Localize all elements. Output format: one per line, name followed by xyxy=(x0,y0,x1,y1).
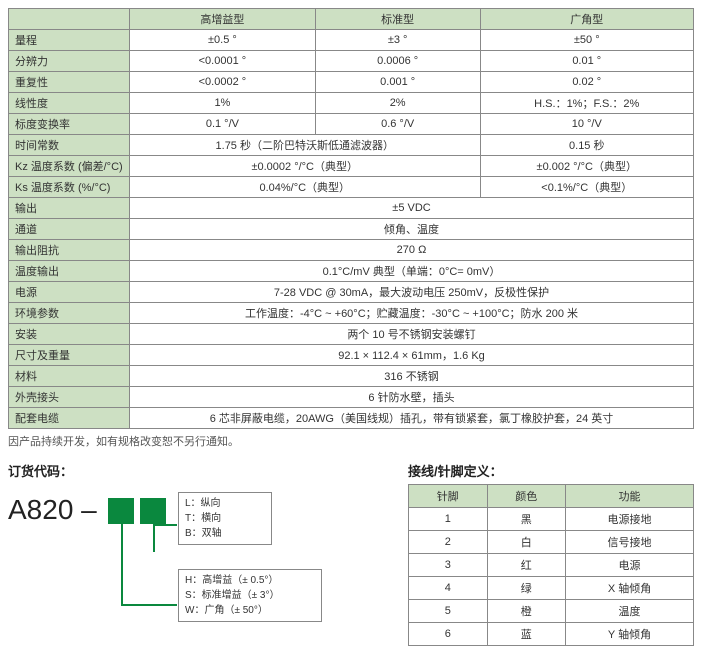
spec-row-label: 重复性 xyxy=(9,72,130,93)
pin-cell: 3 xyxy=(409,554,488,577)
spec-cell: 0.01 ° xyxy=(480,51,694,72)
spec-cell: 0.1 °/V xyxy=(130,114,316,135)
spec-row-label: 安装 xyxy=(9,324,130,345)
pin-cell: 信号接地 xyxy=(566,531,694,554)
spec-row-label: 尺寸及重量 xyxy=(9,345,130,366)
spec-cell: <0.1%/°C（典型） xyxy=(480,177,694,198)
spec-cell: 6 针防水壁，插头 xyxy=(130,387,694,408)
spec-cell: ±5 VDC xyxy=(130,198,694,219)
pin-title: 接线/针脚定义： xyxy=(408,461,694,480)
spec-row-label: 环境参数 xyxy=(9,303,130,324)
spec-row-label: Ks 温度系数 (%/°C) xyxy=(9,177,130,198)
legend2-1: S：标准增益（± 3°） xyxy=(185,588,315,603)
spec-row-label: 线性度 xyxy=(9,93,130,114)
spec-cell: ±50 ° xyxy=(480,30,694,51)
spec-cell: 0.02 ° xyxy=(480,72,694,93)
spec-cell: 0.0006 ° xyxy=(315,51,480,72)
spec-cell: 工作温度：-4°C ~ +60°C；贮藏温度：-30°C ~ +100°C；防水… xyxy=(130,303,694,324)
pin-cell: 电源 xyxy=(566,554,694,577)
spec-row-label: 材料 xyxy=(9,366,130,387)
spec-row-label: 通道 xyxy=(9,219,130,240)
pin-cell: 4 xyxy=(409,577,488,600)
pin-cell: 蓝 xyxy=(487,623,566,646)
legend2-2: W：广角（± 50°） xyxy=(185,603,315,618)
spec-cell: 92.1 × 112.4 × 61mm，1.6 Kg xyxy=(130,345,694,366)
pin-header-1: 颜色 xyxy=(487,485,566,508)
spec-header-2: 标准型 xyxy=(315,9,480,30)
spec-note: 因产品持续开发，如有规格改变恕不另行通知。 xyxy=(8,433,694,449)
spec-row-label: 分辨力 xyxy=(9,51,130,72)
spec-cell: 0.1°C/mV 典型（单端：0°C= 0mV） xyxy=(130,261,694,282)
spec-cell: 7-28 VDC @ 30mA，最大波动电压 250mV，反极性保护 xyxy=(130,282,694,303)
pin-cell: 2 xyxy=(409,531,488,554)
pin-cell: 红 xyxy=(487,554,566,577)
spec-cell: ±0.5 ° xyxy=(130,30,316,51)
order-title: 订货代码： xyxy=(8,461,388,480)
spec-header-blank xyxy=(9,9,130,30)
spec-header-3: 广角型 xyxy=(480,9,694,30)
pin-cell: 温度 xyxy=(566,600,694,623)
spec-row-label: 标度变换率 xyxy=(9,114,130,135)
spec-row-label: 输出阻抗 xyxy=(9,240,130,261)
spec-row-label: 量程 xyxy=(9,30,130,51)
spec-row-label: 输出 xyxy=(9,198,130,219)
pin-cell: 绿 xyxy=(487,577,566,600)
spec-cell: 2% xyxy=(315,93,480,114)
spec-row-label: 时间常数 xyxy=(9,135,130,156)
pin-cell: 白 xyxy=(487,531,566,554)
spec-cell: 1% xyxy=(130,93,316,114)
order-diagram: A820 – L：纵向 T：横向 B：双轴 H：高增益（± 0.5°） S：标准… xyxy=(8,484,388,634)
spec-cell: H.S.：1%；F.S.：2% xyxy=(480,93,694,114)
spec-table: 高增益型 标准型 广角型 量程±0.5 °±3 °±50 ° 分辨力<0.0001… xyxy=(8,8,694,429)
pin-cell: 橙 xyxy=(487,600,566,623)
spec-cell: 1.75 秒（二阶巴特沃斯低通滤波器） xyxy=(130,135,481,156)
placeholder-box-1 xyxy=(108,498,134,524)
legend1-0: L：纵向 xyxy=(185,496,265,511)
pin-table: 针脚 颜色 功能 1黑电源接地 2白信号接地 3红电源 4绿X 轴倾角 5橙温度 6蓝Y … xyxy=(408,484,694,646)
spec-row-label: 配套电缆 xyxy=(9,408,130,429)
order-code: A820 – xyxy=(8,494,97,526)
spec-cell: 6 芯非屏蔽电缆，20AWG（美国线规）插孔，带有锁紧套，氯丁橡胶护套，24 英… xyxy=(130,408,694,429)
pin-cell: 黑 xyxy=(487,508,566,531)
spec-cell: ±0.0002 °/°C（典型） xyxy=(130,156,481,177)
pin-header-2: 功能 xyxy=(566,485,694,508)
spec-cell: 10 °/V xyxy=(480,114,694,135)
spec-cell: <0.0002 ° xyxy=(130,72,316,93)
spec-row-label: 温度输出 xyxy=(9,261,130,282)
pin-cell: 电源接地 xyxy=(566,508,694,531)
spec-cell: ±3 ° xyxy=(315,30,480,51)
pin-cell: 5 xyxy=(409,600,488,623)
pin-cell: 6 xyxy=(409,623,488,646)
spec-cell: 0.001 ° xyxy=(315,72,480,93)
spec-row-label: Kz 温度系数 (偏差/°C) xyxy=(9,156,130,177)
legend-box-2: H：高增益（± 0.5°） S：标准增益（± 3°） W：广角（± 50°） xyxy=(178,569,322,622)
pin-header-0: 针脚 xyxy=(409,485,488,508)
spec-cell: 270 Ω xyxy=(130,240,694,261)
legend2-0: H：高增益（± 0.5°） xyxy=(185,573,315,588)
placeholder-box-2 xyxy=(140,498,166,524)
spec-cell: 316 不锈钢 xyxy=(130,366,694,387)
spec-cell: 两个 10 号不锈钢安装螺钉 xyxy=(130,324,694,345)
pin-cell: 1 xyxy=(409,508,488,531)
pin-cell: Y 轴倾角 xyxy=(566,623,694,646)
spec-cell: ±0.002 °/°C（典型） xyxy=(480,156,694,177)
spec-row-label: 电源 xyxy=(9,282,130,303)
legend-box-1: L：纵向 T：横向 B：双轴 xyxy=(178,492,272,545)
spec-row-label: 外壳接头 xyxy=(9,387,130,408)
spec-cell: <0.0001 ° xyxy=(130,51,316,72)
legend1-2: B：双轴 xyxy=(185,526,265,541)
legend1-1: T：横向 xyxy=(185,511,265,526)
spec-header-1: 高增益型 xyxy=(130,9,316,30)
spec-cell: 0.04%/°C（典型） xyxy=(130,177,481,198)
pin-cell: X 轴倾角 xyxy=(566,577,694,600)
spec-cell: 0.15 秒 xyxy=(480,135,694,156)
spec-cell: 0.6 °/V xyxy=(315,114,480,135)
spec-cell: 倾角、温度 xyxy=(130,219,694,240)
